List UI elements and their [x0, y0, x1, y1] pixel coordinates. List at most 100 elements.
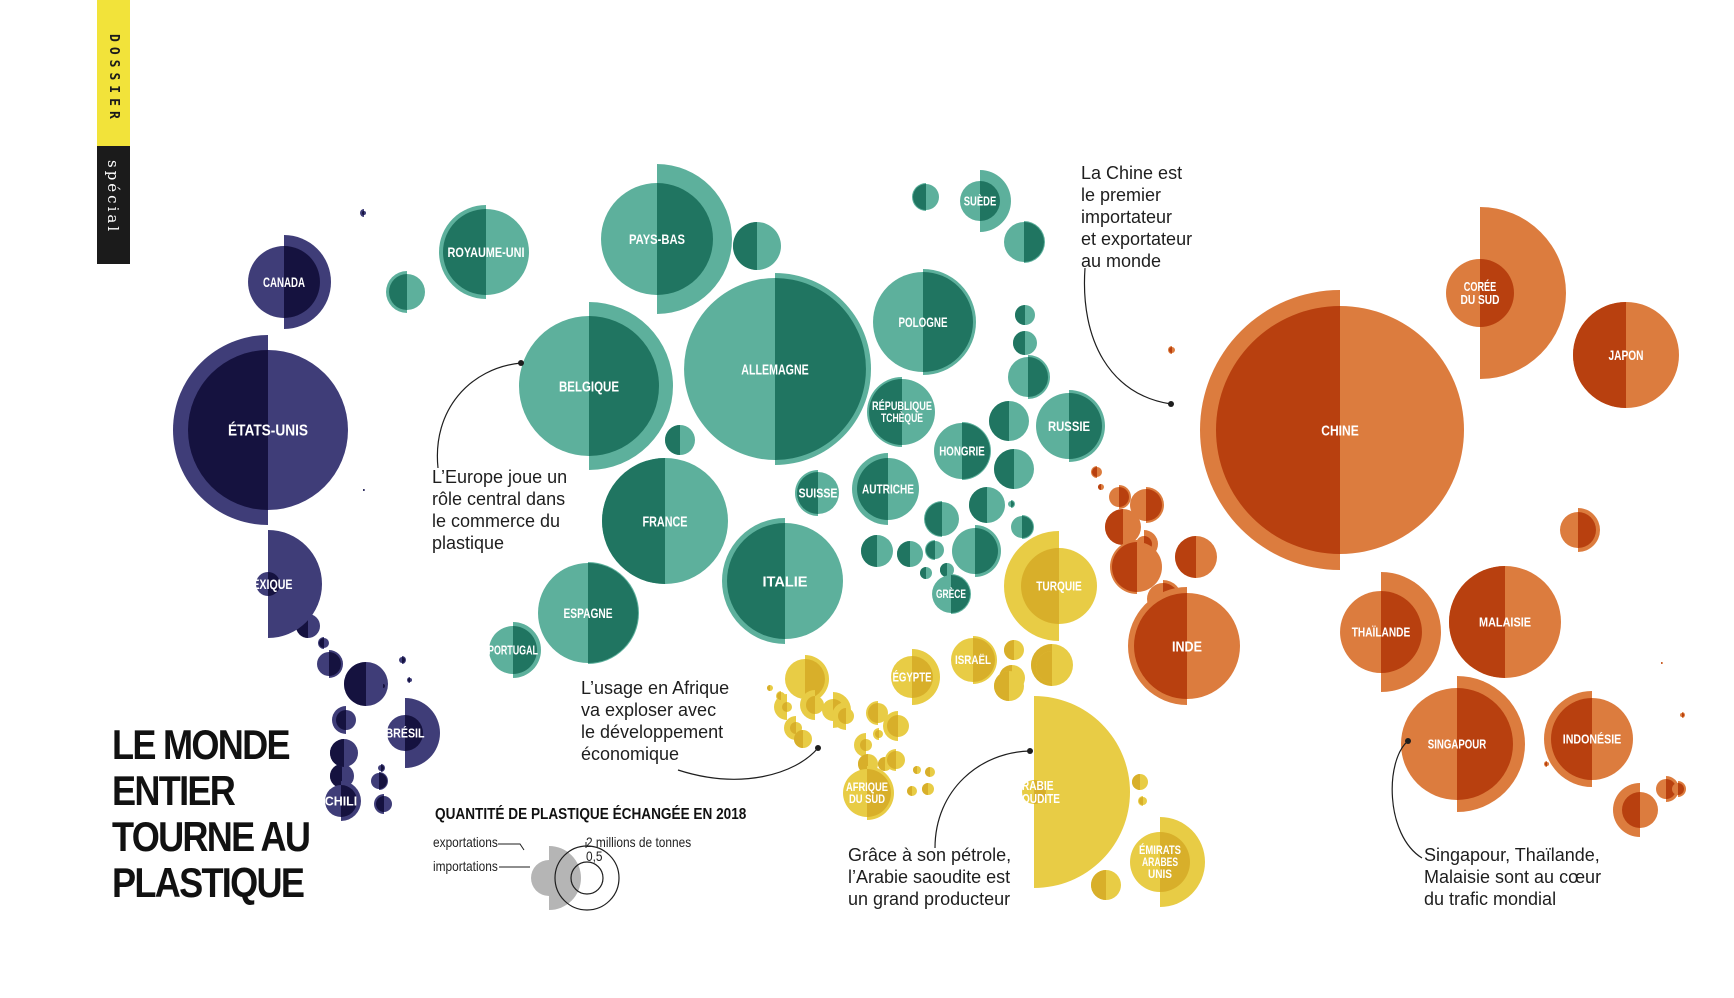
export-half	[891, 656, 912, 698]
small-bubble-67	[1098, 484, 1104, 490]
bubble-label-chili: CHILI	[325, 794, 358, 809]
import-half	[680, 425, 695, 455]
import-core	[329, 652, 341, 676]
small-bubble-63	[1138, 796, 1147, 806]
legend-import-half	[549, 846, 581, 910]
import-core	[1034, 780, 1046, 804]
export-core	[887, 715, 898, 737]
annotation-arabie: Grâce à son pétrole, l’Arabie saoudite e…	[848, 845, 1012, 909]
small-bubble-1	[360, 209, 366, 217]
bubble-turquie: TURQUIE	[1004, 531, 1097, 641]
import-half	[1592, 698, 1633, 780]
small-bubble-34	[920, 567, 932, 579]
export-core	[1545, 762, 1547, 766]
export-core	[1134, 593, 1187, 699]
export-core	[1092, 467, 1097, 477]
bubble-label-indonesie: INDONÉSIE	[1563, 732, 1622, 747]
bubble-label-thailande: THAÏLANDE	[1352, 625, 1411, 640]
export-half	[1109, 487, 1119, 507]
bubble-label-mexique: MEXIQUE	[244, 576, 293, 592]
bubble-royaume-uni: ROYAUME-UNI	[439, 205, 529, 299]
small-bubble-39	[774, 694, 792, 720]
small-bubble-66	[1091, 466, 1102, 478]
bubble-russie: RUSSIE	[1036, 390, 1105, 462]
export-core	[994, 449, 1014, 489]
export-core	[1091, 870, 1106, 900]
export-half	[873, 272, 923, 372]
import-core	[379, 773, 387, 789]
export-core	[869, 379, 902, 445]
bubble-label-royaume-uni: ROYAUME-UNI	[448, 244, 525, 260]
bubble-chine: CHINE	[1200, 290, 1464, 570]
export-core	[887, 751, 896, 769]
small-bubble-41	[794, 730, 812, 748]
export-core	[1551, 698, 1592, 780]
export-core	[1573, 302, 1626, 408]
export-core	[913, 766, 917, 774]
small-bubble-5	[332, 706, 356, 734]
export-core	[861, 535, 877, 567]
bubble-label-autriche: AUTRICHE	[862, 482, 914, 497]
import-half	[815, 696, 824, 714]
annotation-leaders	[436, 267, 1423, 859]
label-line: BELGIQUE	[559, 378, 619, 395]
label-line: ARABES	[1142, 855, 1178, 869]
export-half	[1011, 516, 1022, 538]
import-core	[805, 659, 825, 699]
bubble-autriche: AUTRICHE	[852, 453, 919, 525]
label-line: INDONÉSIE	[1563, 732, 1622, 747]
export-core	[1015, 305, 1025, 325]
export-core	[969, 487, 987, 523]
leader-line-2	[1083, 267, 1172, 405]
small-bubble-30	[897, 541, 923, 567]
small-bubble-26	[969, 487, 1005, 523]
leader-line-4	[934, 750, 1031, 849]
import-core	[1678, 783, 1684, 795]
export-core	[1105, 509, 1123, 545]
import-half	[928, 783, 934, 795]
export-half	[381, 684, 383, 688]
bubble-japon: JAPON	[1573, 302, 1679, 408]
export-core	[1112, 542, 1137, 592]
bubble-label-afrique-du-sud: AFRIQUE DU SUD	[846, 780, 888, 806]
import-half	[879, 730, 883, 738]
export-core	[188, 350, 268, 510]
bubble-thailande: THAÏLANDE	[1340, 572, 1441, 692]
bubble-label-japon: JAPON	[1609, 347, 1644, 363]
export-core	[1132, 774, 1140, 790]
import-core	[1022, 516, 1033, 538]
small-bubble-76	[1613, 783, 1658, 837]
import-half	[1097, 467, 1102, 477]
label-line: GRÈCE	[936, 586, 966, 601]
small-bubble-32	[952, 525, 1001, 577]
export-core	[806, 696, 815, 714]
small-bubble-79	[1680, 712, 1685, 718]
export-half	[684, 278, 775, 460]
bubble-espagne: ESPAGNE	[538, 562, 639, 664]
label-line: AUTRICHE	[862, 482, 914, 497]
import-core	[405, 715, 423, 751]
export-core	[1021, 548, 1059, 624]
label-line: MALAISIE	[1479, 615, 1531, 630]
label-line: HONGRIE	[939, 444, 985, 459]
label-line: TURQUIE	[1036, 579, 1082, 594]
bubble-label-belgique: BELGIQUE	[559, 378, 619, 395]
bubble-label-arabie-saoudite: ARABIE SAOUDITE	[1008, 778, 1060, 806]
label-line: RUSSIE	[1048, 418, 1090, 434]
legend-export-half	[531, 860, 549, 896]
import-core	[1024, 222, 1044, 262]
import-half	[930, 767, 935, 777]
export-core	[994, 671, 1009, 701]
bubble-label-etats-unis: ÉTATS-UNIS	[228, 421, 308, 440]
import-half	[1009, 671, 1024, 701]
label-line: ROYAUME-UNI	[448, 244, 525, 260]
label-line: PORTUGAL	[488, 643, 538, 658]
label-line: FRANCE	[643, 513, 688, 530]
export-half	[1340, 591, 1381, 673]
export-core	[1216, 306, 1340, 554]
label-line: RÉPUBLIQUE	[872, 398, 932, 413]
export-half	[371, 773, 379, 789]
import-half	[770, 685, 773, 691]
small-bubble-18	[912, 183, 939, 211]
